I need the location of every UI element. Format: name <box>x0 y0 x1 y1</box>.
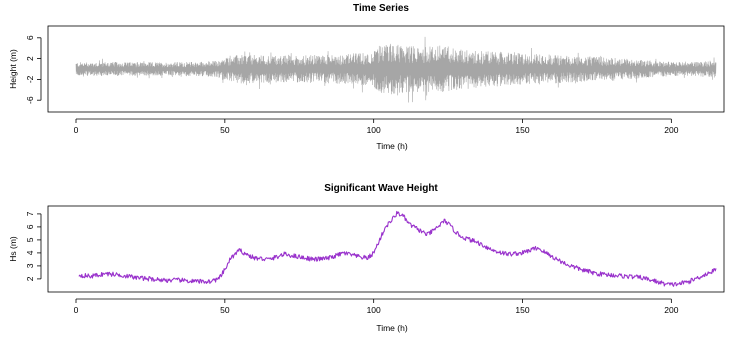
series-waveform <box>75 36 717 103</box>
x-tick-label: 0 <box>74 305 79 315</box>
x-tick-label: 100 <box>367 125 381 135</box>
x-tick-label: 200 <box>664 125 678 135</box>
y-tick-label: 2 <box>25 276 35 281</box>
y-tick-label: 6 <box>25 35 35 40</box>
hs-line <box>78 210 717 287</box>
y-axis-2: 2 3 4 5 6 7 <box>25 211 42 281</box>
chart-title-1: Time Series <box>353 3 409 14</box>
y-tick-label: 7 <box>25 211 35 216</box>
plot-frame-1 <box>47 25 725 113</box>
y-tick-label: 6 <box>25 224 35 229</box>
x-tick-label: 200 <box>664 305 678 315</box>
x-axis-label-1: Time (h) <box>376 141 407 151</box>
y-tick-label: 4 <box>25 250 35 255</box>
plot-frame-2 <box>47 205 725 293</box>
x-tick-label: 50 <box>220 305 230 315</box>
y-axis-label-1: Height (m) <box>8 49 18 89</box>
x-tick-label: 150 <box>515 305 529 315</box>
y-tick-label: 2 <box>25 56 35 61</box>
waveform-line <box>75 36 717 103</box>
y-axis-1: -6 -2 2 6 <box>25 35 42 104</box>
panel-time-series: Time Series 0 50 100 150 200 -6 -2 2 6 Time (h)… <box>8 3 725 151</box>
x-tick-label: 100 <box>367 305 381 315</box>
chart-title-2: Significant Wave Height <box>324 183 438 194</box>
y-tick-label: -6 <box>25 96 35 104</box>
x-tick-label: 50 <box>220 125 230 135</box>
x-axis-1: 0 50 100 150 200 <box>74 118 679 135</box>
panel-significant-wave-height: Significant Wave Height 0 50 100 150 200 2 3 4… <box>8 183 725 333</box>
y-tick-label: -2 <box>25 75 35 83</box>
y-tick-label: 3 <box>25 263 35 268</box>
x-axis-2: 0 50 100 150 200 <box>74 298 679 315</box>
y-axis-label-2: Hs (m) <box>8 236 18 262</box>
y-tick-label: 5 <box>25 237 35 242</box>
series-hs <box>78 210 717 287</box>
x-axis-label-2: Time (h) <box>376 323 407 333</box>
x-tick-label: 150 <box>515 125 529 135</box>
x-tick-label: 0 <box>74 125 79 135</box>
